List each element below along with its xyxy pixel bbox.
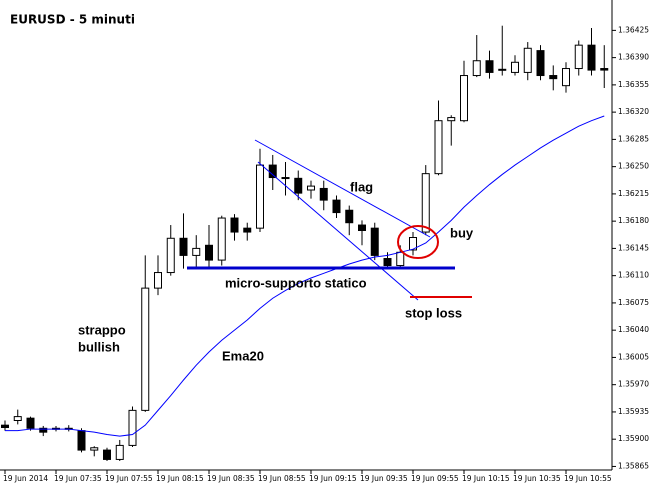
candle-body [268,164,277,179]
candle-body [460,75,468,122]
buy-circle [397,225,439,259]
candle-body [332,199,341,214]
candle-body [154,272,162,289]
candle-body [294,177,303,194]
y-tick-label: 1.36390 [618,53,649,62]
candle-body [396,251,405,267]
x-tick-label: 19 Jun 10:55 [564,474,612,483]
x-tick-label: 19 Jun 10:35 [513,474,561,483]
candle-body [256,164,264,229]
y-tick-label: 1.36005 [618,352,649,361]
y-tick-label: 1.36110 [618,271,649,280]
annotation: buy [450,225,474,240]
candle-body [1,424,9,429]
candle-body [549,75,558,80]
candle-body [409,237,417,251]
x-tick-label: 19 Jun 08:55 [258,474,306,483]
candle-body [128,409,137,446]
x-tick-label: 19 Jun 08:15 [156,474,204,483]
candle-body [421,173,430,233]
candle-body [205,244,213,261]
candle-body [600,68,609,71]
candle-body [26,417,35,429]
x-tick-label: 19 Jun 09:15 [309,474,357,483]
candle-body [523,47,532,73]
candle-body [587,44,596,71]
candle-body [166,237,175,274]
x-tick-label: 19 Jun 07:35 [54,474,102,483]
y-tick-label: 1.36075 [618,298,649,307]
candle-body [307,185,315,191]
candle-body [192,247,201,256]
y-tick-label: 1.36145 [618,243,649,252]
candle-body [562,68,570,87]
x-tick-label: 19 Jun 09:55 [411,474,459,483]
candle-body [370,227,379,256]
y-tick-label: 1.35865 [618,461,649,470]
candle-body [358,224,366,231]
x-tick-label: 19 Jun 08:35 [207,474,255,483]
x-tick-label: 19 Jun 09:35 [360,474,408,483]
y-tick-label: 1.36425 [618,25,649,34]
y-tick-label: 1.36215 [618,189,649,198]
candle-body [485,60,494,73]
chart-title: EURUSD - 5 minuti [10,13,135,27]
y-tick-label: 1.36180 [618,216,649,225]
candle-body [217,217,226,261]
candle-body [115,444,124,460]
x-tick-label: 19 Jun 2014 [3,474,48,483]
annotation: strappo [78,322,126,337]
candle-body [345,209,354,224]
annotation: bullish [78,339,120,354]
candle-body [281,177,290,180]
y-tick-label: 1.36250 [618,162,649,171]
y-tick-label: 1.35970 [618,380,649,389]
y-tick-label: 1.36285 [618,134,649,143]
flag-channel-upper [254,139,431,238]
y-tick-label: 1.36040 [618,325,649,334]
y-tick-label: 1.35900 [618,434,649,443]
y-tick-label: 1.36355 [618,80,649,89]
x-tick-label: 19 Jun 10:15 [462,474,510,483]
y-tick-label: 1.35935 [618,407,649,416]
x-tick-label: 19 Jun 07:55 [105,474,153,483]
candle-body [77,430,86,451]
candle-body [13,416,22,421]
plot [1,25,609,461]
annotation: flag [350,179,373,194]
candle-body [498,68,507,71]
candle-body [141,287,150,411]
candle-body [103,449,111,460]
annotation: micro-supporto statico [225,275,367,290]
candle-body [574,44,583,70]
candle-body [90,447,99,451]
candle-body [472,60,481,77]
candle-body [179,237,188,256]
candle-body [243,227,252,233]
candle-body [39,427,48,433]
candle-body [447,117,456,122]
candle-body [536,50,545,77]
candle-body [319,187,328,201]
candle-body [511,61,519,73]
annotation: Ema20 [222,348,264,363]
annotation: stop loss [405,305,462,320]
candle-body [383,258,392,267]
candle-body [434,120,443,175]
candle-body [230,217,239,233]
flag-channel-lower [257,161,419,301]
ema-line [5,115,605,437]
y-tick-label: 1.36320 [618,107,649,116]
